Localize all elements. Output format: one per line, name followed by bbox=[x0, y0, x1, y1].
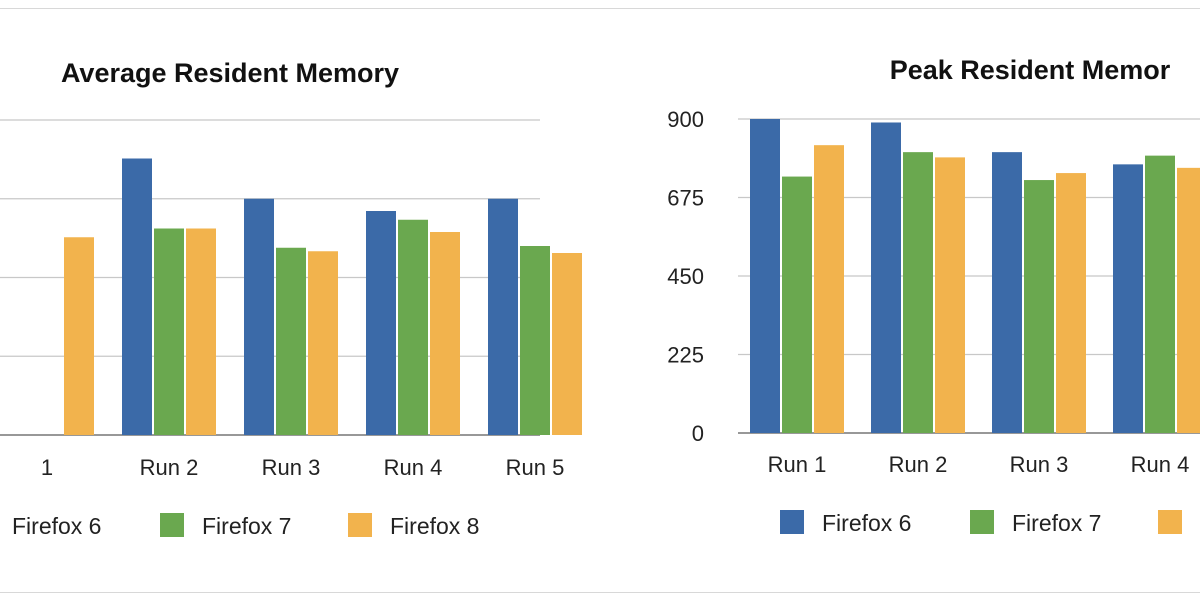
legend-swatch bbox=[1158, 510, 1182, 534]
x-tick-label: Run 4 bbox=[1131, 452, 1190, 477]
x-tick-label: Run 3 bbox=[262, 455, 321, 480]
bar-firefox-7-run-2 bbox=[154, 228, 184, 435]
x-tick-label: Run 2 bbox=[140, 455, 199, 480]
chart-2: Peak Resident Memor 0 225 450 675 900 Run 1 Run… bbox=[667, 55, 1200, 536]
legend-label: Firefox 7 bbox=[1012, 510, 1101, 536]
legend-swatch bbox=[970, 510, 994, 534]
y-tick-label: 225 bbox=[667, 343, 704, 368]
chart-title: Peak Resident Memor bbox=[890, 55, 1171, 85]
panel-bottom-border bbox=[0, 592, 1200, 593]
y-tick-label: 675 bbox=[667, 186, 704, 211]
x-tick-label: Run 4 bbox=[384, 455, 443, 480]
bar-firefox-6-run-2 bbox=[122, 158, 152, 435]
bar-firefox-8-run-4 bbox=[1177, 167, 1200, 433]
bar-firefox-8-run-2 bbox=[186, 228, 216, 435]
bar-firefox-8-run-5 bbox=[552, 253, 582, 435]
bar-firefox-8-run-4 bbox=[430, 232, 460, 435]
bar-firefox-8-run-3 bbox=[308, 251, 338, 435]
bar-firefox-8-run-1 bbox=[64, 237, 94, 435]
chart-title: Average Resident Memory bbox=[61, 58, 399, 88]
y-tick-label: 450 bbox=[667, 264, 704, 289]
bar-firefox-7-run-4 bbox=[1145, 155, 1175, 433]
bar-firefox-6-run-3 bbox=[992, 152, 1022, 433]
legend-swatch bbox=[780, 510, 804, 534]
bar-firefox-6-run-4 bbox=[366, 211, 396, 435]
legend-label: Firefox 8 bbox=[390, 513, 479, 539]
x-tick-label: Run 2 bbox=[889, 452, 948, 477]
x-tick-label: Run 3 bbox=[1010, 452, 1069, 477]
bar-firefox-8-run-1 bbox=[814, 145, 844, 433]
bar-firefox-7-run-3 bbox=[276, 247, 306, 435]
bar-firefox-6-run-1 bbox=[750, 119, 780, 433]
bar-firefox-8-run-3 bbox=[1056, 173, 1086, 434]
legend-label: Firefox 6 bbox=[12, 513, 101, 539]
bar-firefox-6-run-5 bbox=[488, 198, 518, 435]
bar-firefox-6-run-3 bbox=[244, 198, 274, 435]
bar-firefox-6-run-4 bbox=[1113, 164, 1143, 433]
panel-top-border bbox=[0, 8, 1200, 9]
x-tick-label: 1 bbox=[41, 455, 53, 480]
x-tick-label: Run 1 bbox=[768, 452, 827, 477]
y-tick-label: 0 bbox=[692, 421, 704, 446]
bar-firefox-7-run-5 bbox=[520, 246, 550, 435]
bar-firefox-7-run-3 bbox=[1024, 180, 1054, 433]
legend-swatch bbox=[160, 513, 184, 537]
bar-firefox-8-run-2 bbox=[935, 157, 965, 433]
chart-1: Average Resident Memory 1 Run 2 Run 3 Run 4 R… bbox=[0, 58, 582, 539]
bar-firefox-7-run-4 bbox=[398, 219, 428, 435]
legend-label: Firefox 7 bbox=[202, 513, 291, 539]
legend-label: Firefox 6 bbox=[822, 510, 911, 536]
bar-firefox-7-run-2 bbox=[903, 152, 933, 433]
legend-swatch bbox=[348, 513, 372, 537]
bar-firefox-7-run-1 bbox=[782, 176, 812, 434]
x-tick-label: Run 5 bbox=[506, 455, 565, 480]
y-tick-label: 900 bbox=[667, 107, 704, 132]
bar-firefox-6-run-2 bbox=[871, 122, 901, 433]
